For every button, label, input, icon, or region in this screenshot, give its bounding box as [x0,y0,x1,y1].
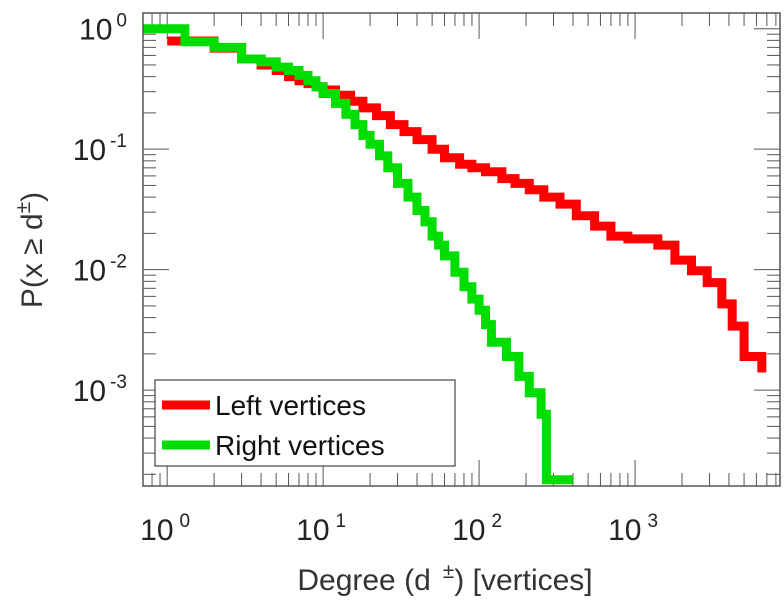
x-tick-label: 10 2 [452,511,502,547]
series-line-left-vertices [167,36,767,373]
y-axis-title-sup: ± [12,202,35,214]
x-axis-title-units: ) [vertices] [454,564,592,597]
axis-ticks [142,13,780,486]
y-axis-title: P(x ≥ d±) [12,192,49,308]
legend-box [154,379,456,467]
y-axis-title-main: P(x ≥ d [16,213,49,308]
x-tick-label: 10 3 [608,511,658,547]
y-tick-label: 10 0 [79,11,127,47]
axes-frame [142,12,781,487]
x-tick-label: 10 1 [296,511,346,547]
series-layer [143,24,767,485]
legend-label-left-vertices: Left vertices [215,390,366,421]
x-axis-title-sup: ± [443,560,455,583]
y-tick-label: 10 -3 [73,372,127,408]
y-axis-title-close: ) [16,192,49,202]
legend: Left vertices Right vertices [154,379,456,467]
x-axis-title: Degree (d ±) [vertices] [297,560,592,597]
legend-label-right-vertices: Right vertices [215,430,385,461]
x-axis-title-main: Degree (d [297,564,430,597]
x-tick-label: 10 0 [140,511,190,547]
y-tick-label: 10 -1 [73,131,127,167]
y-tick-label: 10 -2 [73,252,127,288]
tick-labels: 10 0 10 1 10 2 10 3 10 0 10 -1 10 -2 10 -3 [73,11,658,547]
series-line-right-vertices [143,24,573,485]
